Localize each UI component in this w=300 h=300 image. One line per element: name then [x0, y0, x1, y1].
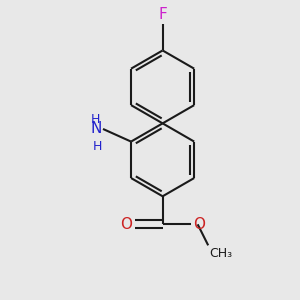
Text: N: N: [91, 122, 102, 136]
Text: H: H: [93, 140, 102, 153]
Text: H: H: [91, 113, 100, 126]
Text: F: F: [158, 8, 167, 22]
Text: O: O: [121, 217, 133, 232]
Text: O: O: [193, 217, 205, 232]
Text: CH₃: CH₃: [210, 247, 233, 260]
